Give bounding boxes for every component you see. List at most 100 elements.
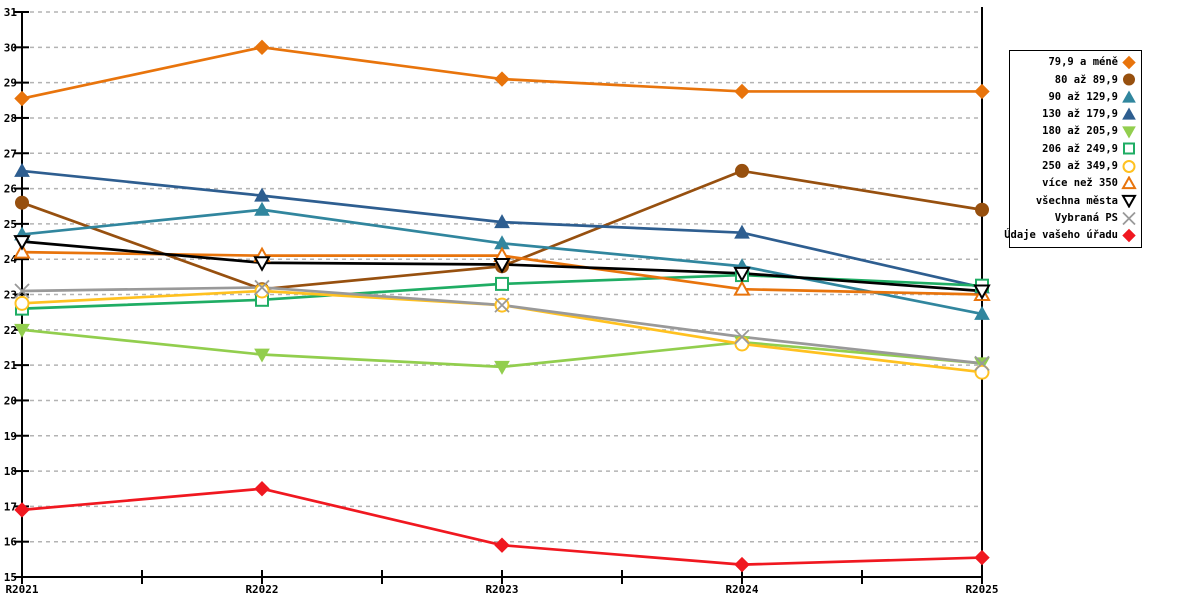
- x-marker: [1122, 211, 1136, 225]
- circle-marker: [15, 195, 29, 210]
- triangle-down-marker: [253, 256, 271, 272]
- triangle-up-marker: [13, 243, 31, 259]
- square-marker: [495, 276, 509, 291]
- legend-item-label: Údaje vašeho úřadu: [1004, 229, 1118, 242]
- diamond-marker: [254, 481, 270, 497]
- legend-item: 206 až 249,9: [1014, 140, 1137, 157]
- diamond-marker: [14, 90, 30, 107]
- y-tick-label: 27: [4, 147, 17, 160]
- x-marker: [254, 279, 270, 296]
- diamond-marker: [1122, 228, 1136, 243]
- triangle-up-marker: [254, 187, 270, 202]
- y-tick-label: 17: [4, 500, 17, 513]
- triangle-down-marker: [254, 348, 270, 363]
- triangle-up-marker: [733, 280, 751, 296]
- legend-item: více než 350: [1014, 175, 1137, 192]
- legend-item: Vybraná PS: [1014, 209, 1137, 226]
- triangle-up-marker: [254, 201, 270, 216]
- diamond-marker: [494, 537, 510, 553]
- legend-marker-icon: [1121, 195, 1137, 209]
- y-tick-label: 31: [4, 6, 18, 19]
- y-tick-label: 21: [4, 359, 18, 372]
- triangle-up-marker: [14, 162, 30, 177]
- legend-item-label: všechna města: [1035, 194, 1118, 207]
- y-tick-label: 26: [4, 183, 18, 196]
- y-tick-label: 19: [4, 430, 17, 443]
- square-marker: [1123, 142, 1135, 155]
- circle-marker: [1122, 159, 1136, 173]
- legend-item-label: 250 až 349,9: [1042, 160, 1118, 172]
- legend-item: 90 až 129,9: [1014, 89, 1137, 106]
- legend-marker-icon: [1122, 211, 1136, 225]
- triangle-down-marker: [493, 258, 511, 274]
- triangle-down-marker: [1121, 195, 1137, 209]
- legend-marker-icon: [1123, 73, 1135, 86]
- diamond-marker: [494, 71, 510, 87]
- diamond-marker: [254, 39, 270, 56]
- circle-marker: [975, 202, 989, 217]
- y-tick-label: 25: [4, 218, 17, 231]
- diamond-marker: [14, 502, 30, 518]
- triangle-down-marker: [733, 266, 751, 283]
- y-tick-label: 18: [4, 465, 17, 478]
- legend-item-label: 206 až 249,9: [1042, 142, 1118, 155]
- y-tick-label: 15: [4, 571, 17, 584]
- legend-item-label: 80 až 89,9: [1054, 73, 1118, 86]
- diamond-marker: [734, 83, 750, 100]
- triangle-up-marker: [1122, 107, 1136, 120]
- x-marker: [494, 297, 510, 313]
- circle-marker: [734, 336, 750, 352]
- triangle-down-marker: [494, 360, 510, 375]
- legend: 79,9 a méně 80 až 89,9 90 až 129,9 130 až 1…: [1004, 50, 1142, 248]
- circle-marker: [14, 295, 30, 311]
- legend-marker-icon: [1121, 176, 1137, 190]
- series-markers-10: [14, 481, 990, 573]
- x-marker: [734, 329, 750, 345]
- y-tick-label: 30: [4, 41, 17, 54]
- y-tick-label: 23: [4, 289, 17, 302]
- series-line-10: [20, 487, 984, 566]
- x-tick-label: R2023: [485, 583, 518, 596]
- legend-marker-icon: [1122, 159, 1136, 173]
- legend-marker-icon: [1122, 228, 1136, 243]
- legend-marker-icon: [1122, 126, 1136, 139]
- x-tick-label: R2022: [245, 583, 278, 596]
- legend-item-label: 180 až 205,9: [1042, 125, 1118, 138]
- diamond-marker: [734, 556, 750, 573]
- circle-marker: [254, 283, 270, 299]
- circle-marker: [974, 364, 990, 380]
- circle-marker: [735, 163, 749, 178]
- legend-item-label: Vybraná PS: [1054, 211, 1118, 224]
- legend-marker-icon: [1123, 142, 1135, 155]
- y-tick-label: 28: [4, 112, 17, 125]
- series-markers-8: [13, 235, 991, 301]
- triangle-up-marker: [974, 305, 990, 320]
- triangle-up-marker: [494, 214, 510, 229]
- legend-marker-icon: [1122, 90, 1136, 103]
- y-tick-label: 16: [4, 536, 18, 549]
- y-tick-label: 24: [4, 253, 18, 266]
- legend-item: Údaje vašeho úřadu: [1004, 227, 1137, 244]
- triangle-down-marker: [1122, 126, 1136, 139]
- triangle-up-marker: [1122, 90, 1136, 103]
- triangle-up-marker: [1121, 176, 1137, 190]
- legend-item: všechna města: [1014, 192, 1137, 209]
- legend-marker-icon: [1122, 107, 1136, 120]
- series-markers-9: [14, 279, 990, 371]
- diamond-marker: [1122, 55, 1136, 70]
- x-marker: [974, 355, 990, 371]
- legend-item: 130 až 179,9: [1014, 106, 1137, 123]
- legend-item-label: více než 350: [1042, 177, 1118, 190]
- legend-item-label: 90 až 129,9: [1048, 90, 1118, 103]
- legend-item: 80 až 89,9: [1014, 71, 1137, 88]
- triangle-down-marker: [13, 235, 31, 251]
- x-marker: [14, 283, 30, 299]
- diamond-marker: [974, 83, 990, 100]
- x-tick-label: R2021: [5, 583, 38, 596]
- series-markers-0: [14, 39, 990, 107]
- y-tick-label: 29: [4, 77, 17, 90]
- legend-item: 250 až 349,9: [1014, 158, 1137, 175]
- legend-item: 180 až 205,9: [1014, 123, 1137, 140]
